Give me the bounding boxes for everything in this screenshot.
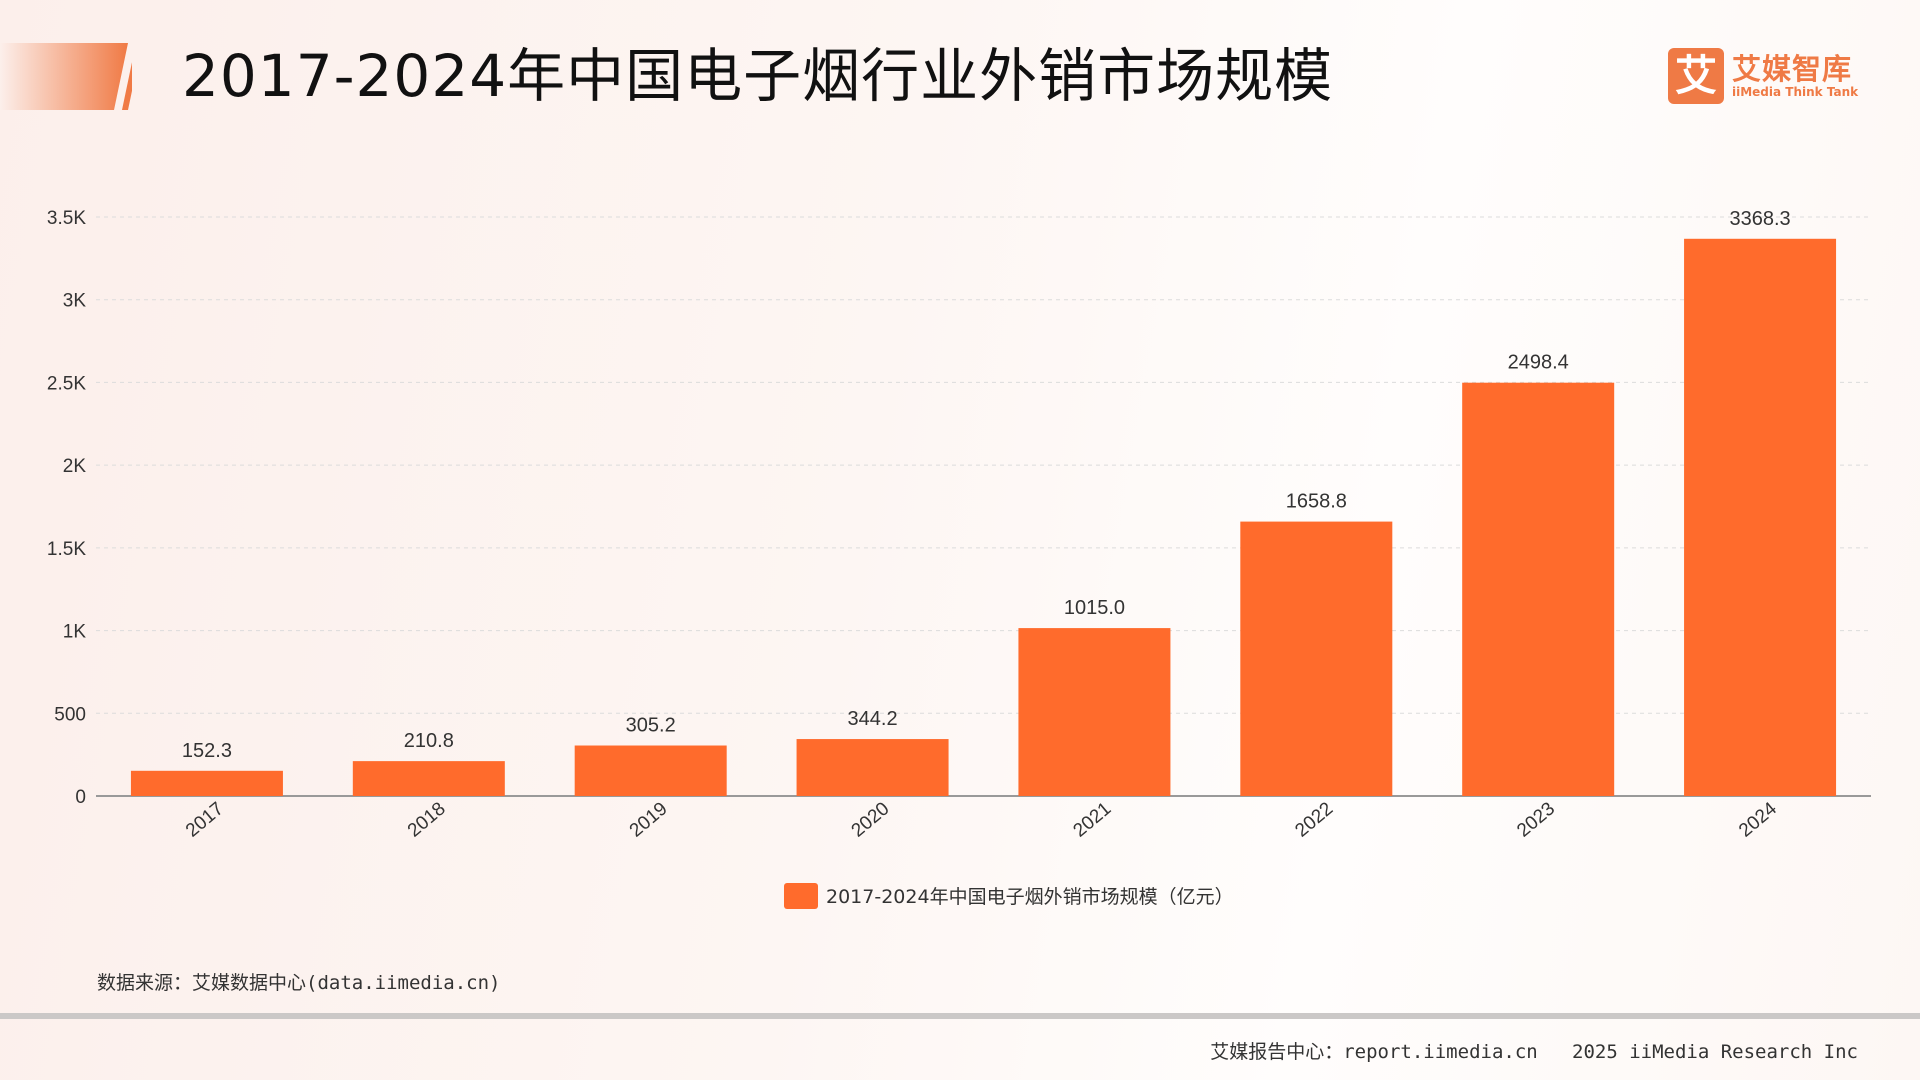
title-decoration [0,43,132,110]
x-tick-label: 2020 [848,798,894,841]
chart-legend: 2017-2024年中国电子烟外销市场规模（亿元） [784,882,1234,909]
data-label: 1015.0 [1064,597,1125,619]
bar-2018 [352,761,505,796]
x-tick-label: 2018 [404,798,450,841]
logo-name-en: iiMedia Think Tank [1732,85,1859,99]
y-tick-label: 3.5K [47,208,86,229]
bar-2024 [1684,238,1837,797]
bar-2021 [1018,628,1171,796]
data-label: 344.2 [848,708,898,730]
legend-label: 2017-2024年中国电子烟外销市场规模（亿元） [826,886,1234,908]
x-tick-label: 2023 [1513,798,1559,841]
data-label: 152.3 [182,740,232,762]
data-label: 210.8 [404,730,454,752]
x-tick-label: 2022 [1291,798,1337,841]
data-source: 数据来源：艾媒数据中心(data.iimedia.cn) [97,972,501,994]
y-tick-label: 2.5K [47,373,86,394]
data-label: 1658.8 [1286,491,1347,513]
data-label: 3368.3 [1729,208,1790,230]
y-tick-label: 500 [54,704,86,725]
y-tick-label: 0 [75,787,86,808]
x-tick-label: 2019 [626,798,672,841]
iimedia-logo: 艾 艾媒智库 iiMedia Think Tank [1668,48,1858,104]
footer-text: 艾媒报告中心：report.iimedia.cn 2025 iiMedia Re… [1210,1041,1858,1063]
x-tick-label: 2024 [1735,798,1781,842]
logo-name-cn: 艾媒智库 [1732,52,1853,86]
y-tick-label: 2K [63,456,87,477]
bar-2019 [574,745,727,796]
bar-2020 [796,739,949,796]
legend-swatch [784,882,818,909]
bar-2017 [130,770,283,796]
logo-mark: 艾 [1668,48,1724,104]
data-label: 305.2 [626,715,676,737]
data-label: 2498.4 [1508,352,1569,374]
y-tick-label: 1K [63,622,87,643]
y-tick-label: 1.5K [47,539,86,560]
x-tick-label: 2017 [182,798,228,841]
footer-divider [0,1013,1920,1019]
bar-2022 [1240,521,1393,796]
x-tick-label: 2021 [1069,798,1115,841]
y-tick-label: 3K [63,291,87,312]
bar-2023 [1462,382,1615,796]
page-title: 2017-2024年中国电子烟行业外销市场规模 [182,42,1334,110]
